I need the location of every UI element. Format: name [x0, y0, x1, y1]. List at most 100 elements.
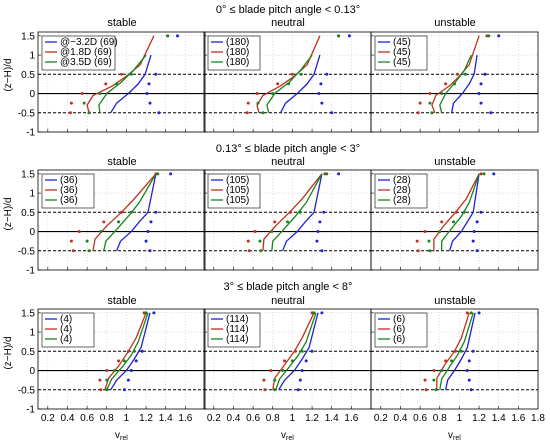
panel-unstable-1: (45)(45)(45) — [370, 31, 539, 133]
data-point-green — [259, 249, 263, 253]
panel-frame — [37, 169, 206, 271]
y-tick-label: 0.5 — [21, 208, 35, 219]
data-point-green — [427, 239, 431, 243]
data-point-blue — [492, 172, 496, 176]
data-point-red — [69, 239, 73, 243]
data-point-blue — [298, 378, 302, 382]
data-point-green — [271, 92, 275, 96]
data-point-red — [255, 92, 259, 96]
series-line-red — [272, 312, 315, 390]
data-point-green — [312, 311, 316, 315]
series-line-red — [256, 35, 321, 113]
y-tick-label: -0.5 — [18, 108, 36, 119]
data-point-green — [438, 230, 442, 234]
panel-stable-3: -1-0.500.511.50.2 0.4 0.6 0.8 1 1.2 1.4 1.6(4)(… — [18, 308, 206, 424]
data-point-green — [82, 101, 86, 105]
panel-unstable-2: (28)(28)(28) — [370, 169, 539, 271]
data-point-green — [432, 378, 436, 382]
panel-neutral-3: 0.2 0.4 0.6 0.8 1 1.2 1.4 1.6(114)(114)(114) — [203, 308, 372, 424]
panel-neutral-2: (105)(105)(105) — [203, 169, 372, 271]
y-tick-label: -0.5 — [18, 246, 36, 257]
data-point-blue — [148, 101, 152, 105]
data-point-blue — [315, 239, 319, 243]
row-titles: 0° ≤ blade pitch angle < 0.13° 0.13° ≤ b… — [216, 4, 360, 293]
data-point-blue — [152, 311, 156, 315]
data-point-red — [453, 349, 457, 353]
data-point-green — [469, 311, 473, 315]
x-tick-label: 1.8 — [531, 413, 545, 424]
data-point-red — [432, 369, 436, 373]
series-line-blue — [281, 173, 323, 252]
series-line-blue — [278, 312, 319, 391]
data-point-red — [68, 111, 72, 115]
legend-label: (114) — [226, 334, 249, 345]
data-point-red — [428, 92, 432, 96]
panel-stable-1: -1 -0.5 0 0.5 1 1.5 @−3.2D (69)@1.8D (69)@3.5D… — [18, 31, 206, 139]
panel-unstable-3: 0.2 0.4 0.6 0.8 1 1.2 1.4 1.6 1.8(6)(6)(6) — [370, 308, 545, 424]
data-point-red — [273, 220, 277, 224]
data-point-red — [262, 378, 266, 382]
data-point-blue — [479, 82, 483, 86]
y-tick-label: 1 — [29, 189, 35, 200]
data-point-green — [105, 378, 109, 382]
data-point-blue — [157, 111, 161, 115]
data-point-blue — [497, 34, 501, 38]
data-point-red — [423, 378, 427, 382]
series-line-red — [262, 173, 323, 251]
data-point-green — [273, 388, 277, 392]
data-point-blue — [467, 359, 471, 363]
data-point-blue — [467, 378, 471, 382]
panel-neutral-1: (180)(180)(180) — [203, 31, 372, 133]
data-point-red — [98, 378, 102, 382]
x-tick-label: 1.2 — [139, 413, 153, 424]
y-tick-label: -1 — [26, 128, 35, 139]
data-point-red — [465, 311, 469, 315]
col-title-stable-3: stable — [107, 295, 136, 307]
data-point-red — [283, 359, 287, 363]
data-point-blue — [317, 92, 321, 96]
data-point-green — [129, 72, 133, 76]
data-point-green — [256, 101, 260, 105]
panels: -1 -0.5 0 0.5 1 1.5 @−3.2D (69)@1.8D (69)@3.5D… — [18, 31, 546, 424]
x-tick-label: 1.2 — [472, 413, 486, 424]
legend-label: (28) — [393, 195, 411, 206]
data-point-blue — [304, 359, 308, 363]
data-point-blue — [479, 210, 483, 214]
panel-frame — [370, 31, 539, 133]
data-point-red — [80, 92, 84, 96]
series-line-green — [106, 312, 149, 391]
x-tick-label: 0.6 — [80, 413, 94, 424]
legend-label: (4) — [60, 324, 72, 335]
x-axis-label-neutral: vrel — [281, 430, 294, 442]
x-tick-label: 1.6 — [511, 413, 525, 424]
data-point-green — [434, 388, 438, 392]
data-point-blue — [122, 388, 126, 392]
data-point-red — [126, 349, 130, 353]
x-tick-label: 0.6 — [413, 413, 427, 424]
col-title-stable-1: stable — [107, 17, 136, 29]
panel-frame — [37, 308, 206, 410]
data-point-red — [246, 101, 250, 105]
data-point-red — [263, 388, 267, 392]
col-title-unstable-2: unstable — [434, 156, 476, 168]
x-tick-label: 0.2 — [374, 413, 388, 424]
data-point-green — [430, 111, 434, 115]
y-tick-label: 0 — [29, 89, 35, 100]
series-line-blue — [445, 312, 476, 390]
legend: (45)(45)(45) — [374, 35, 428, 71]
data-point-blue — [148, 249, 152, 253]
data-point-red — [293, 349, 297, 353]
data-point-red — [245, 111, 249, 115]
data-point-red — [253, 230, 257, 234]
legend: (4)(4)(4) — [41, 312, 95, 348]
data-point-green — [450, 359, 454, 363]
series-line-red — [433, 173, 480, 251]
x-tick-label: 0.8 — [433, 413, 447, 424]
y-tick-label: 0.5 — [21, 347, 35, 358]
data-point-blue — [169, 172, 173, 176]
data-point-green — [117, 220, 121, 224]
series-line-green — [271, 173, 323, 251]
data-point-blue — [316, 230, 320, 234]
data-point-red — [444, 359, 448, 363]
